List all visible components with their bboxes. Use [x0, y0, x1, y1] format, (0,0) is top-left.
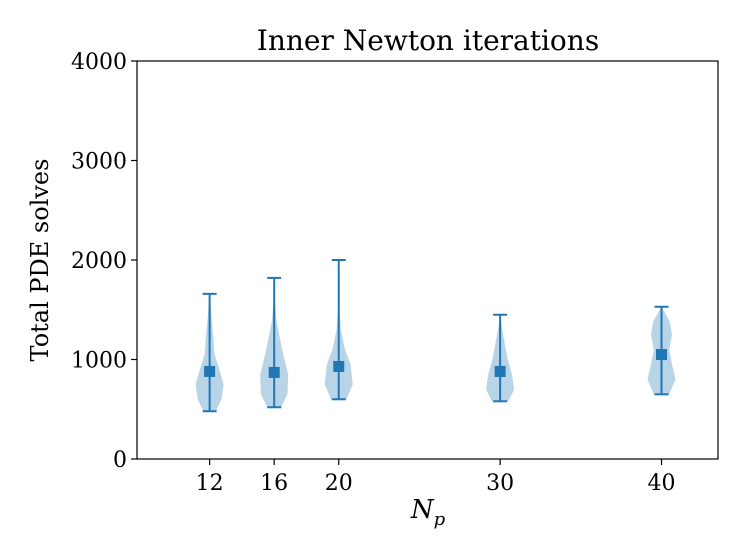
x-axis-label: Np	[410, 495, 446, 530]
violin-mean-marker	[656, 349, 668, 361]
x-tick-label: 30	[486, 471, 514, 496]
x-tick-label: 20	[325, 471, 353, 496]
violin-mean-marker	[204, 365, 216, 377]
plot-frame	[136, 60, 719, 460]
x-tick-label: 16	[260, 471, 288, 496]
violins	[195, 259, 676, 413]
x-tick-label: 40	[648, 471, 676, 496]
violin-mean-marker	[333, 360, 345, 372]
x-axis-label-subscript: p	[434, 509, 446, 530]
x-tick-label: 12	[196, 471, 224, 496]
y-tick-label: 1000	[71, 349, 127, 374]
y-tick-label: 3000	[71, 150, 127, 175]
y-tick-label: 4000	[71, 50, 127, 75]
violin-mean-marker	[268, 366, 280, 378]
x-axis: 12 16 20 30 40	[196, 459, 676, 496]
y-axis-label: Total PDE solves	[26, 159, 54, 362]
x-axis-label-main: N	[410, 495, 435, 525]
y-tick-label: 2000	[71, 249, 127, 274]
violin-mean-marker	[494, 365, 506, 377]
y-tick-label: 0	[113, 448, 127, 473]
y-axis: 0 1000 2000 3000 4000	[71, 50, 137, 473]
chart-title: Inner Newton iterations	[257, 24, 599, 57]
